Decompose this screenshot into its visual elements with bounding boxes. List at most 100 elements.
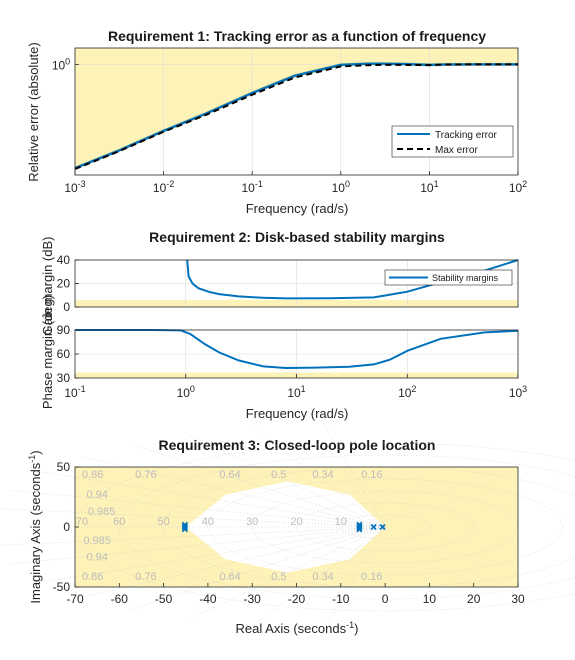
pole-marker — [379, 523, 386, 531]
legend-label-margins: Stability margins — [432, 273, 499, 283]
damping-label: 0.94 — [86, 489, 107, 501]
y-tick-label: 100 — [52, 56, 70, 72]
wn-label: 40 — [202, 516, 214, 528]
y-tick-label: 30 — [57, 371, 71, 385]
x-tick-label: 100 — [177, 384, 195, 400]
damping-ray — [42, 526, 386, 583]
x-tick-label: 102 — [509, 179, 527, 195]
x-tick-label: -70 — [66, 592, 84, 606]
y-tick-label: 90 — [57, 323, 71, 337]
wn-label: 70 — [76, 516, 88, 528]
damping-ray — [0, 508, 386, 528]
y-tick-label: 0 — [63, 520, 70, 534]
x-tick-label: 102 — [398, 384, 416, 400]
x-tick-label: 10-3 — [64, 179, 85, 195]
damping-ray — [249, 425, 386, 528]
y-axis-label: Imaginary Axis (seconds-1) — [27, 450, 43, 603]
wn-arc — [207, 478, 563, 576]
pole-marker — [356, 524, 363, 531]
damping-label: 0.86 — [82, 469, 103, 481]
wn-arc — [340, 514, 430, 540]
damping-label: 0.76 — [135, 469, 156, 481]
x-tick-label: -20 — [288, 592, 306, 606]
y-tick-label: 40 — [57, 253, 71, 267]
damping-ray — [82, 526, 386, 598]
legend-label-tracking: Tracking error — [435, 130, 498, 141]
damping-label: 0.16 — [361, 469, 382, 481]
y-tick-label: 0 — [63, 300, 70, 314]
chart-title: Requirement 3: Closed-loop pole location — [159, 437, 436, 453]
phase-y-axis-label: Phase margin (deg) — [40, 295, 55, 409]
x-tick-label: 10-1 — [242, 179, 263, 195]
wn-label: 20 — [290, 516, 302, 528]
series-line-gain-margin — [186, 259, 519, 300]
series-line-phase-margin — [75, 329, 519, 370]
stability-margins-chart: Requirement 2: Disk-based stability marg… — [40, 229, 527, 421]
wn-label: 10 — [335, 516, 347, 528]
y-axis-label: Relative error (absolute) — [26, 42, 41, 181]
gain-y-axis-label: Gain margin (dB) — [40, 237, 55, 336]
x-tick-label: -60 — [111, 592, 129, 606]
y-tick-label: 50 — [57, 460, 71, 474]
y-tick-label: -50 — [53, 580, 71, 594]
tracking-error-chart: Requirement 1: Tracking error as a funct… — [26, 28, 527, 216]
damping-ray — [249, 526, 386, 629]
damping-ray — [82, 456, 386, 528]
legend-label-max-error: Max error — [435, 145, 478, 156]
wn-arc — [296, 502, 474, 552]
legend: Tracking error Max error — [391, 125, 514, 158]
wn-label: 50 — [157, 516, 169, 528]
bad-region — [75, 48, 518, 169]
pole-marker — [370, 523, 377, 531]
x-tick-label: 103 — [509, 384, 527, 400]
damping-ray — [42, 471, 386, 528]
damping-label: 0.34 — [312, 469, 333, 481]
damping-label: 0.985 — [83, 535, 111, 547]
pole-marker — [181, 524, 188, 531]
chart-title: Requirement 2: Disk-based stability marg… — [149, 229, 445, 245]
x-tick-label: 20 — [467, 592, 481, 606]
chart-title: Requirement 1: Tracking error as a funct… — [108, 28, 486, 44]
damping-ray — [0, 526, 386, 546]
wn-label: 30 — [246, 516, 258, 528]
x-tick-label: 30 — [511, 592, 525, 606]
damping-label: 0.5 — [271, 571, 286, 583]
x-tick-label: 101 — [287, 384, 305, 400]
legend-box — [391, 125, 514, 158]
series-line-max-error — [74, 63, 518, 170]
damping-label: 0.86 — [82, 571, 103, 583]
damping-label: 0.64 — [219, 469, 240, 481]
damping-label: 0.64 — [219, 571, 240, 583]
pole-marker — [181, 526, 188, 533]
damping-ray — [185, 526, 386, 621]
legend-box — [384, 269, 513, 286]
damping-label: 0.34 — [312, 571, 333, 583]
pole-marker — [356, 526, 363, 533]
x-tick-label: -30 — [244, 592, 262, 606]
damping-label: 0.985 — [88, 506, 116, 518]
damping-label: 0.76 — [135, 571, 156, 583]
plot-frame — [74, 47, 519, 176]
x-axis-label: Real Axis (seconds-1) — [236, 620, 359, 636]
damping-ray — [185, 433, 386, 528]
x-tick-label: 10 — [423, 592, 437, 606]
x-tick-label: 100 — [332, 179, 350, 195]
x-tick-label: 10-1 — [64, 384, 85, 400]
x-tick-label: -40 — [199, 592, 217, 606]
y-tick-label: 20 — [57, 277, 71, 291]
pole-location-chart: Requirement 3: Closed-loop pole location… — [0, 420, 575, 636]
x-tick-label: 10-2 — [153, 179, 174, 195]
damping-label: 0.16 — [361, 571, 382, 583]
x-tick-label: -50 — [155, 592, 173, 606]
damping-label: 0.5 — [271, 469, 286, 481]
x-tick-label: -10 — [332, 592, 350, 606]
damping-label: 0.94 — [86, 552, 107, 564]
x-tick-label: 0 — [382, 592, 389, 606]
y-tick-label: 60 — [57, 347, 71, 361]
legend: Stability margins — [384, 269, 513, 286]
x-axis-label: Frequency (rad/s) — [246, 406, 349, 421]
x-axis-label: Frequency (rad/s) — [246, 201, 349, 216]
wn-label: 60 — [113, 516, 125, 528]
x-tick-label: 101 — [420, 179, 438, 195]
